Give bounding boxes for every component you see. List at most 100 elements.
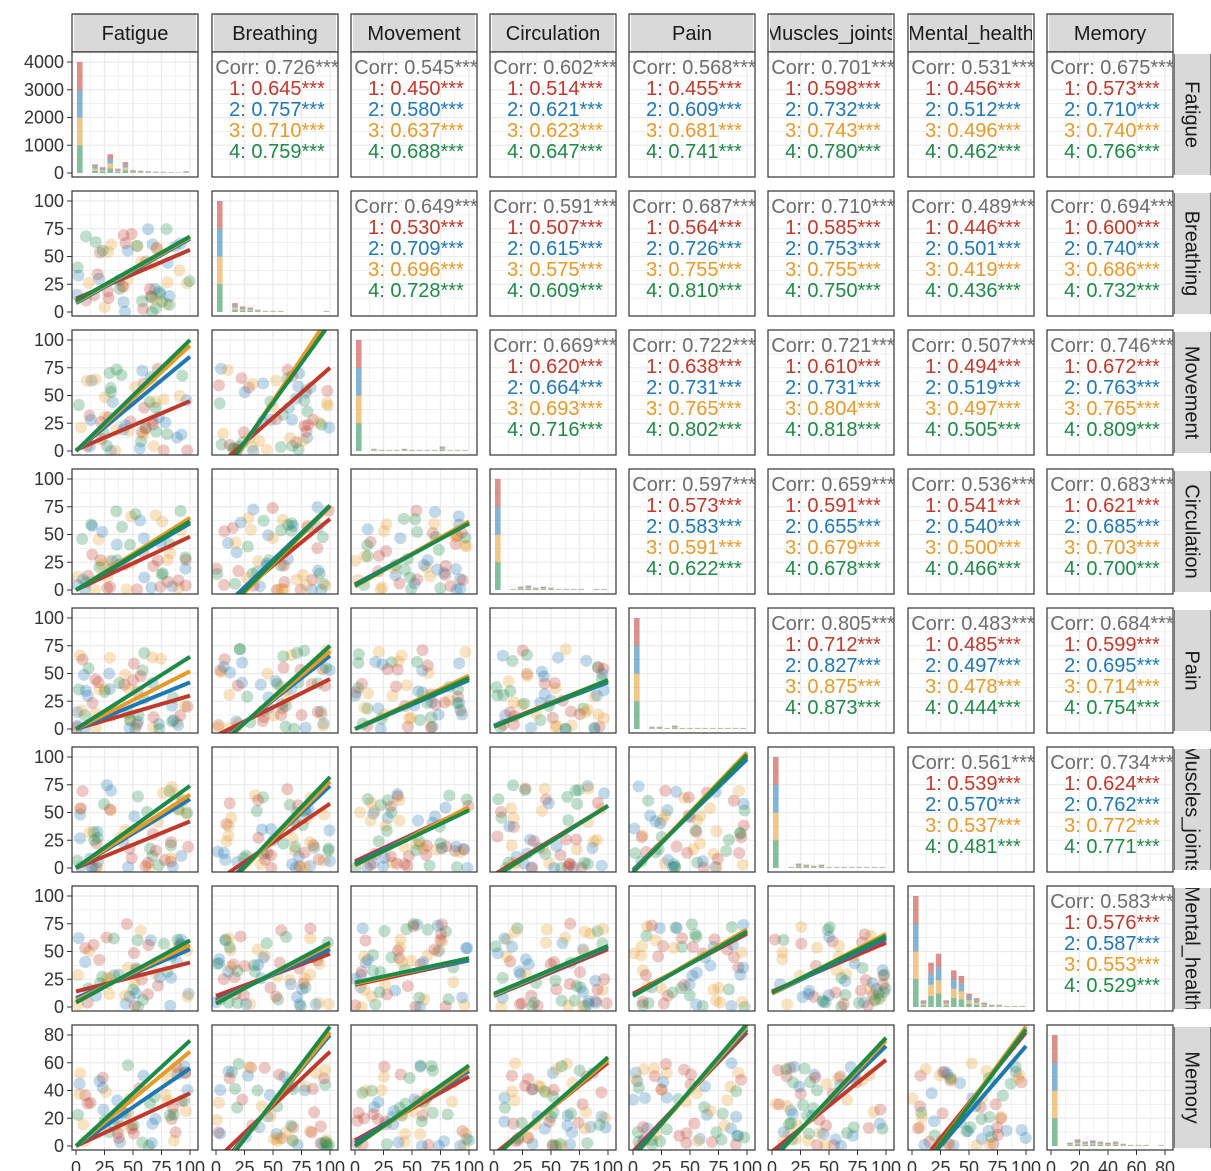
group-2-correlation: 2: 0.732*** — [785, 99, 881, 121]
scatter-point — [298, 644, 311, 657]
scatter-point — [246, 440, 259, 453]
scatter-point — [802, 988, 815, 1001]
panel-memory-memory — [1047, 1025, 1173, 1150]
row-strip-breathing: Breathing — [1174, 193, 1211, 314]
histogram-bar — [943, 1002, 949, 1004]
scatter-point — [269, 990, 282, 1003]
x-tick-label: 80 — [1155, 1158, 1175, 1171]
scatter-point — [454, 1139, 467, 1150]
scatter-point — [715, 1133, 728, 1146]
scatter-point — [399, 1127, 412, 1140]
regression-line-group-4 — [493, 678, 609, 729]
group-3-correlation: 3: 0.537*** — [925, 815, 1021, 837]
scatter-point — [289, 861, 302, 872]
scatter-point — [92, 533, 105, 546]
panel-movement-mental-health: Corr: 0.507***1: 0.494***2: 0.519***3: 0… — [908, 330, 1034, 455]
x-tick-label: 0 — [489, 1158, 499, 1171]
regression-line-group-4 — [354, 521, 470, 588]
scatter-point — [372, 646, 385, 659]
scatter-point — [456, 708, 469, 721]
group-1-correlation: 1: 0.455*** — [646, 78, 742, 100]
scatter-point — [179, 562, 192, 575]
histogram-bar — [1067, 1145, 1073, 1146]
histogram-bar — [137, 171, 144, 172]
x-tick-label: 100 — [732, 1158, 762, 1171]
scatter-point — [236, 1093, 249, 1106]
panel-frame — [71, 607, 199, 734]
scatter-point — [411, 573, 424, 586]
histogram-bar — [951, 988, 957, 998]
scatter-point — [77, 668, 90, 681]
scatter-point — [970, 1139, 983, 1150]
scatter-point — [293, 998, 306, 1011]
histogram-bar — [1074, 1141, 1081, 1143]
histogram-bar — [371, 448, 377, 450]
strip-background — [353, 14, 475, 52]
scatter-point — [736, 858, 749, 871]
scatter-point — [166, 580, 179, 593]
scatter-point — [817, 996, 830, 1009]
scatter-point — [781, 998, 794, 1011]
scatter-point — [356, 922, 369, 935]
histogram-bar — [818, 865, 825, 867]
scatter-point — [704, 959, 717, 972]
scatter-point — [223, 438, 236, 451]
scatter-point — [83, 409, 96, 422]
scatter-point — [506, 940, 519, 953]
scatter-point — [596, 667, 609, 680]
scatter-point — [298, 972, 311, 985]
scatter-point — [182, 987, 195, 1000]
scatter-point — [689, 928, 702, 941]
panel-frame — [767, 607, 895, 734]
scatter-point — [795, 937, 808, 950]
group-3-correlation: 3: 0.681*** — [646, 120, 742, 142]
scatter-point — [304, 968, 317, 981]
group-3-correlation: 3: 0.714*** — [1064, 676, 1160, 698]
scatter-point — [597, 662, 610, 675]
scatter-point — [102, 291, 115, 304]
scatter-point — [987, 1137, 1000, 1150]
scatter-point — [271, 1135, 284, 1148]
scatter-point — [72, 261, 84, 274]
row-strip-muscles-joints: Muscles_joints — [1174, 749, 1211, 870]
histogram-bar — [122, 162, 129, 165]
scatter-point — [660, 1066, 673, 1079]
scatter-point — [567, 861, 580, 872]
scatter-point — [280, 930, 293, 943]
scatter-point — [302, 418, 315, 431]
scatter-point — [361, 861, 374, 872]
x-tick-label: 75 — [430, 1158, 450, 1171]
column-strip-label: Breathing — [232, 23, 318, 45]
scatter-point — [539, 793, 552, 806]
y-tick-label: 60 — [44, 1053, 64, 1073]
histogram-bar — [672, 728, 678, 729]
panel-frame — [767, 1024, 895, 1151]
scatter-point — [259, 853, 272, 866]
scatter-point — [982, 1124, 995, 1137]
scatter-point — [460, 942, 473, 955]
panel-frame — [628, 329, 756, 456]
scatter-point — [730, 1110, 743, 1123]
group-1-correlation: 1: 0.573*** — [646, 495, 742, 517]
scatter-point — [358, 984, 371, 997]
scatter-point — [217, 427, 230, 440]
scatter-point — [532, 1079, 545, 1092]
scatter-point — [668, 858, 681, 871]
overall-correlation: Corr: 0.536*** — [911, 474, 1035, 496]
histogram-bar — [996, 1005, 1003, 1007]
scatter-point — [278, 583, 291, 594]
panel-fatigue-fatigue — [72, 52, 198, 177]
regression-line-group-4 — [632, 929, 748, 998]
x-tick-label: 100 — [315, 1158, 345, 1171]
scatter-point — [682, 791, 695, 804]
scatter-point — [393, 577, 406, 590]
group-1-correlation: 1: 0.456*** — [925, 78, 1021, 100]
scatter-point — [449, 563, 462, 576]
scatter-point — [591, 660, 604, 673]
scatter-point — [525, 1083, 538, 1096]
panel-frame — [489, 746, 617, 873]
scatter-point — [252, 831, 265, 844]
scatter-point — [109, 444, 122, 455]
scatter-point — [777, 1125, 790, 1138]
scatter-point — [413, 1000, 426, 1011]
